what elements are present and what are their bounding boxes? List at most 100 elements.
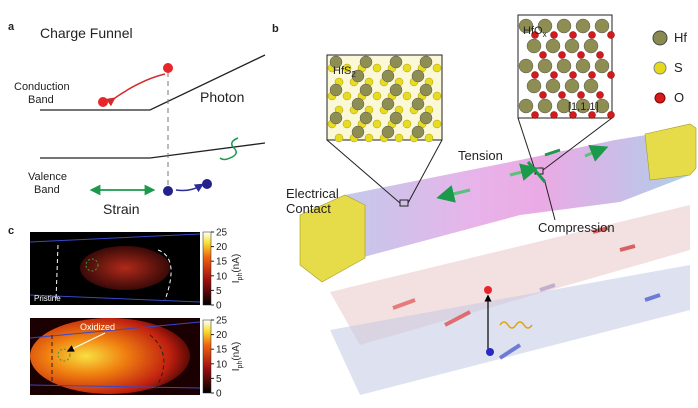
atom-o	[588, 31, 596, 39]
strain-arrows	[436, 144, 609, 203]
pointer	[66, 332, 106, 352]
colorbar-tick-label: 0	[216, 301, 222, 312]
panel-label: b	[272, 23, 279, 35]
atom-hf	[518, 98, 534, 114]
colorbar-label: Iph(nA)	[231, 254, 244, 283]
atom-hf	[545, 78, 561, 94]
outline	[51, 334, 165, 391]
atom-hf	[594, 18, 610, 34]
atom-o	[607, 71, 615, 79]
contact-pad	[644, 123, 697, 181]
colorbar-label: Iph(nA)	[231, 342, 244, 371]
legend-o	[654, 92, 666, 104]
atom-hf	[329, 55, 343, 69]
atom-hf	[518, 18, 534, 34]
atom-s	[342, 119, 352, 129]
atom-o	[550, 111, 558, 119]
atom-s	[432, 91, 442, 101]
colorbar-tick-label: 20	[216, 330, 228, 341]
colorbar-tick-label: 25	[216, 316, 228, 327]
atom-hf	[564, 78, 580, 94]
zoom-line	[407, 139, 443, 204]
edge	[29, 384, 201, 389]
atom-s	[364, 133, 374, 143]
colorbar	[202, 319, 212, 394]
lower-sheet	[330, 265, 690, 395]
atom-hf	[411, 97, 425, 111]
label-part: ph	[237, 273, 244, 281]
atom-o	[539, 91, 547, 99]
label: Band	[34, 184, 60, 196]
atom-o	[588, 111, 596, 119]
atom-hf	[381, 125, 395, 139]
heatmap-signal	[30, 318, 190, 394]
atom-hf	[518, 58, 534, 74]
carrier-arrows	[392, 226, 661, 360]
atom-s	[372, 63, 382, 73]
atom-o	[550, 71, 558, 79]
zoom-line	[517, 117, 536, 171]
atom-hf	[381, 69, 395, 83]
atom-hf	[583, 38, 599, 54]
map-label: Pristine	[34, 294, 61, 303]
atom-hf	[537, 58, 553, 74]
colorbar	[202, 231, 212, 306]
atom-hf	[359, 111, 373, 125]
atom-hf	[411, 125, 425, 139]
atom-hf	[381, 97, 395, 111]
atom-hf	[526, 78, 542, 94]
atom-o	[607, 31, 615, 39]
panel-label: a	[8, 21, 15, 33]
zoom-line	[542, 117, 613, 171]
photon-wave	[219, 137, 239, 161]
edge	[29, 321, 201, 339]
atom-o	[531, 31, 539, 39]
hole-arrow	[175, 183, 204, 193]
colorbar-tick-label: 25	[216, 228, 228, 239]
atom-s	[402, 63, 412, 73]
atom-s	[424, 133, 434, 143]
label-part: ph	[237, 361, 244, 369]
atom-s	[402, 119, 412, 129]
colorbar-tick-label: 0	[216, 389, 222, 400]
label-part: I	[231, 280, 242, 283]
atom-hf	[537, 18, 553, 34]
colorbar-tick-label: 15	[216, 257, 228, 268]
panel-title: Charge Funnel	[40, 25, 133, 41]
label: Photon	[200, 89, 244, 105]
upper-sheet	[330, 205, 690, 345]
atom-hf	[564, 38, 580, 54]
atom-hf	[351, 125, 365, 139]
atom-s	[334, 133, 344, 143]
atom-hf	[575, 18, 591, 34]
atom-s	[432, 63, 442, 73]
panel-label: c	[8, 225, 14, 237]
conduction-band	[40, 54, 266, 111]
atom-o	[531, 111, 539, 119]
atom-s	[372, 119, 382, 129]
hole	[202, 179, 212, 189]
edge	[29, 294, 201, 303]
hole	[163, 186, 173, 196]
electron	[484, 286, 492, 294]
map-label: Oxidized	[80, 322, 115, 332]
label: Tension	[458, 148, 503, 163]
atom-hf	[526, 38, 542, 54]
hfox-lattice	[517, 14, 615, 119]
atom-hf	[351, 97, 365, 111]
atom-hf	[389, 55, 403, 69]
legend-label: S	[674, 60, 683, 75]
label: Strain	[103, 201, 140, 217]
atom-hf	[594, 58, 610, 74]
label-part: I	[231, 368, 242, 371]
inset-label: HfOx	[523, 25, 547, 39]
atom-hf	[419, 55, 433, 69]
atom-o	[596, 51, 604, 59]
spot	[57, 348, 71, 362]
electron-arrow	[105, 73, 166, 107]
atom-o	[539, 51, 547, 59]
atom-hf	[537, 98, 553, 114]
atom-hf	[389, 83, 403, 97]
label: Compression	[538, 220, 615, 235]
pointer	[544, 181, 556, 221]
